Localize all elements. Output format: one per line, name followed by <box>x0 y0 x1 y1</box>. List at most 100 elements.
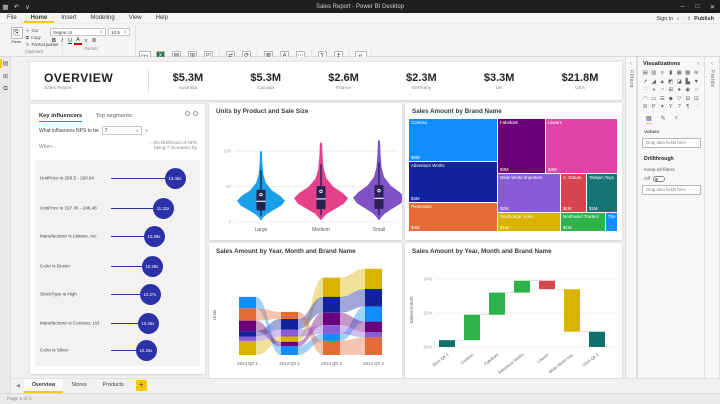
treemap-tile-litware[interactable]: Litware $3M <box>546 119 617 173</box>
quick-access-chevron-icon[interactable]: ∨ <box>25 3 30 11</box>
keep-filters-toggle[interactable] <box>652 175 665 182</box>
underline-button[interactable]: U <box>68 38 72 44</box>
previous-page-arrow[interactable]: ◀ <box>16 383 20 389</box>
visual-icon-scatter-chart[interactable]: ∷ <box>643 87 648 94</box>
visual-icon-key-influencers[interactable]: ✦ <box>659 104 665 111</box>
model-view-button[interactable]: ⧉ <box>0 83 11 96</box>
influencer-value-bubble[interactable]: 10.27x <box>139 283 161 305</box>
visual-icon-card[interactable]: ▭ <box>651 95 657 102</box>
visual-icon-kpi[interactable]: ◆ <box>668 95 673 102</box>
visual-icon-pie-chart[interactable]: ◕ <box>652 87 656 94</box>
minimize-button[interactable]: – <box>680 3 685 10</box>
visual-icon-get-more-visuals[interactable]: ⋯ <box>693 104 700 111</box>
account-button[interactable]: Sign in <box>656 15 674 22</box>
treemap-tile-northwind-traders[interactable]: Northwind Traders $1M <box>561 213 605 231</box>
tab-key-influencers[interactable]: Key influencers <box>39 113 83 122</box>
ribbon-segment-contoso[interactable] <box>239 296 256 309</box>
page-tab-stores[interactable]: Stores <box>71 382 87 388</box>
waterfall-bar-2014-qtr-1[interactable] <box>439 340 455 347</box>
ribbon-segment-fabrikam[interactable] <box>365 268 382 289</box>
visual-icon-qa-visual[interactable]: ? <box>677 104 681 111</box>
visual-icon-treemap[interactable]: ⊞ <box>668 87 674 94</box>
ribbon-segment-wide-world-importers[interactable] <box>365 332 382 338</box>
influencer-value-bubble[interactable]: 10.25x <box>135 339 157 361</box>
treemap-tile-tailspin-toys[interactable]: Tailspin Toys $1M <box>587 174 617 212</box>
ribbon-segment-litware[interactable] <box>323 312 340 326</box>
paste-button[interactable]: ⎘ Paste <box>10 27 23 44</box>
waterfall-bar-adventure-works[interactable] <box>514 280 530 293</box>
visual-icon-smart-narrative[interactable]: ¶ <box>686 104 690 111</box>
data-view-button[interactable]: ⊞ <box>0 70 11 83</box>
ribbon-segment-proseware[interactable] <box>239 308 256 321</box>
visual-icon-gauge[interactable]: ◠ <box>642 95 648 102</box>
treemap-tile-southridge-video[interactable]: Southridge Video $1M <box>498 213 560 231</box>
ribbon-segment-litware[interactable] <box>281 341 298 347</box>
visual-icon-donut-chart[interactable]: ◔ <box>660 87 664 94</box>
influencer-value-bubble[interactable]: 10.29x <box>143 225 165 247</box>
influencer-value-bubble[interactable]: 11.32x <box>152 197 174 219</box>
visual-icon-ribbon-chart[interactable]: ≋ <box>693 70 699 77</box>
visual-icon-map[interactable]: ● <box>677 87 681 94</box>
visual-icon-area-chart[interactable]: ◢ <box>651 78 656 85</box>
page-tab-overview[interactable]: Overview <box>23 379 64 393</box>
menu-tab-view[interactable]: View <box>128 15 142 21</box>
ribbon-segment-litware[interactable] <box>239 320 256 332</box>
page-tab-products[interactable]: Products <box>102 382 124 388</box>
font-family-select[interactable]: Segoe UI ∨ <box>50 28 106 36</box>
fields-pane-collapsed[interactable]: ‹ Fields <box>704 57 720 378</box>
pane-tab-analytics[interactable]: ⌕ <box>674 114 679 121</box>
drillthrough-field-well[interactable]: Drag data fields here <box>642 184 701 195</box>
visual-icon-line-chart[interactable]: ↗ <box>642 78 648 85</box>
visual-icon-decomposition-tree[interactable]: Y <box>668 104 673 111</box>
maximize-button[interactable]: □ <box>695 3 700 10</box>
visual-icon-100-stacked-bar-chart[interactable]: ▦ <box>676 70 682 77</box>
influencer-value-bubble[interactable]: 13.45x <box>164 167 186 189</box>
treemap-tile-contoso[interactable]: Contoso $6M <box>409 119 497 161</box>
align-left-icon[interactable]: ≡ <box>84 38 88 44</box>
ribbon-segment-adventure-works[interactable] <box>365 289 382 307</box>
visual-icon-line-and-clustered-column-chart[interactable]: ◪ <box>676 78 682 85</box>
menu-tab-insert[interactable]: Insert <box>61 15 77 21</box>
ribbon-segment-adventure-works[interactable] <box>281 318 298 330</box>
close-button[interactable]: ✕ <box>709 3 716 11</box>
ribbon-segment-proseware[interactable] <box>365 337 382 355</box>
collapse-icon[interactable]: › <box>697 61 699 67</box>
font-size-select[interactable]: 10.5 ∨ <box>108 28 130 36</box>
treemap-tile-the-phone-company[interactable]: The Phone Company <box>606 213 617 231</box>
bold-button[interactable]: B <box>52 38 56 44</box>
waterfall-bar-contoso[interactable] <box>464 314 480 341</box>
ribbon-segment-contoso[interactable] <box>281 346 298 355</box>
font-color-button[interactable]: A <box>74 37 82 45</box>
format-painter-button[interactable]: ✎ Format painter <box>26 41 59 47</box>
values-field-well[interactable]: Drag data fields here <box>642 137 701 148</box>
visual-icon-matrix[interactable]: ⊡ <box>693 95 699 102</box>
influencer-value-bubble[interactable]: 10.26x <box>137 312 159 334</box>
ribbon-segment-contoso[interactable] <box>323 333 340 341</box>
visual-icon-stacked-area-chart[interactable]: ▲ <box>659 78 665 85</box>
ribbon-segment-wide-world-importers[interactable] <box>239 336 256 341</box>
cut-button[interactable]: ✂ Cut <box>26 27 39 33</box>
violin-chart[interactable]: 0 50 100 Large Medium Small <box>209 115 405 237</box>
treemap-tile-a-datum[interactable]: A. Datum $1M <box>561 174 586 212</box>
visual-icon-stacked-column-chart[interactable]: ▥ <box>651 70 657 77</box>
treemap-tile-fabrikam[interactable]: Fabrikam $3M <box>498 119 545 173</box>
visual-icon-funnel-chart[interactable]: ▼ <box>693 78 699 85</box>
visual-icon-filled-map[interactable]: ◉ <box>685 87 691 94</box>
waterfall-chart[interactable]: $0M $2M $4M 2014 Qtr 1 Contoso FabrikamAdvent… <box>405 255 622 377</box>
ribbon-segment-fabrikam[interactable] <box>239 340 256 355</box>
undo-icon[interactable]: ↶ <box>13 3 20 11</box>
ribbon-segment-contoso[interactable] <box>365 306 382 322</box>
menu-tab-home[interactable]: Home <box>23 14 55 23</box>
visual-icon-r-script-visual[interactable]: R <box>643 104 648 111</box>
visual-icon-table[interactable]: ⊟ <box>685 95 691 102</box>
ribbon-segment-proseware[interactable] <box>281 311 298 319</box>
ribbon-segment-wide-world-importers[interactable] <box>323 325 340 334</box>
thumbs-up-icon[interactable] <box>185 111 190 116</box>
treemap-tile-adventure-works[interactable]: Adventure Works $4M <box>409 162 497 202</box>
menu-tab-modeling[interactable]: Modeling <box>90 15 115 21</box>
visual-icon-shape-map[interactable]: ○ <box>694 87 698 94</box>
tab-top-segments[interactable]: Top segments <box>95 113 132 119</box>
visual-icon-clustered-bar-chart[interactable]: ≡ <box>660 70 664 77</box>
treemap-tile-proseware[interactable]: Proseware $3M <box>409 203 497 231</box>
copy-button[interactable]: ⧉ Copy <box>26 34 41 40</box>
